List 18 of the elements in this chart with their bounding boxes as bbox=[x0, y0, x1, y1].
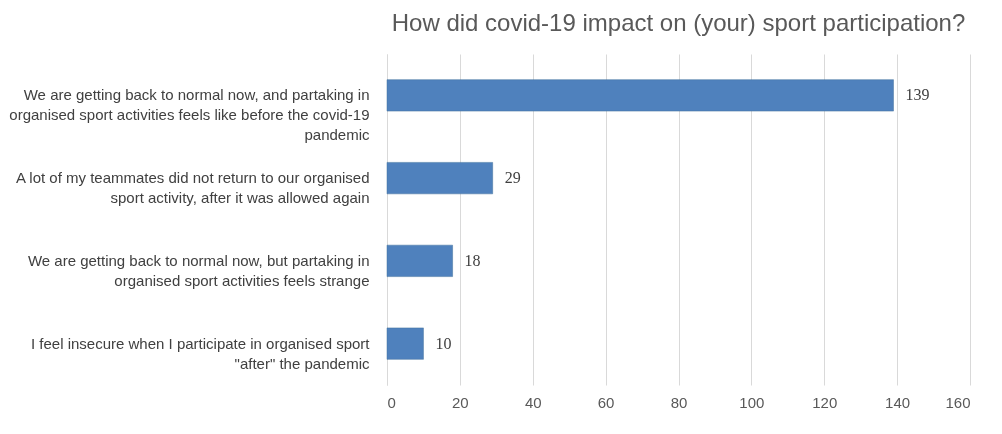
x-tick-label: 100 bbox=[739, 393, 765, 411]
data-label: 139 bbox=[905, 86, 930, 104]
chart-title: How did covid-19 impact on (your) sport participation? bbox=[391, 9, 966, 36]
y-tick-label: A lot of my teammates did not return to our organised sport activity, after it was allowed again bbox=[15, 169, 370, 207]
y-tick-label: We are getting back to normal now, but partaking in organised sport activities feels strange bbox=[27, 251, 370, 289]
x-tick-label: 80 bbox=[670, 393, 688, 411]
x-tick-label: 0 bbox=[387, 393, 396, 411]
x-tick-label: 20 bbox=[452, 393, 469, 411]
x-tick-label: 140 bbox=[885, 393, 911, 411]
y-tick-label: We are getting back to normal now, and partaking in organised sport activities feels like before the covid-19 pandemic bbox=[9, 86, 370, 144]
x-tick-label: 120 bbox=[812, 393, 838, 411]
data-label: 18 bbox=[464, 251, 481, 269]
data-label: 29 bbox=[504, 169, 521, 187]
y-tick-label: I feel insecure when I participate in organised sport "after" the pandemic bbox=[30, 334, 371, 372]
x-tick-label: 160 bbox=[945, 393, 971, 411]
x-tick-label: 60 bbox=[597, 393, 615, 411]
data-label: 10 bbox=[435, 334, 452, 352]
x-tick-label: 40 bbox=[524, 393, 542, 411]
